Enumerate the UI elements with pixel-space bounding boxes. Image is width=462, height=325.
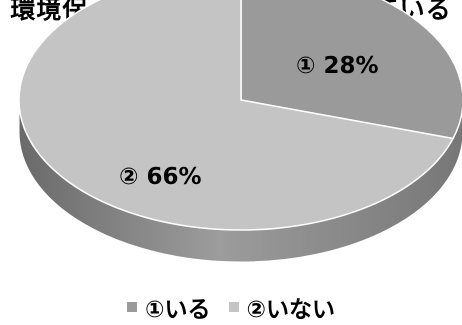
data-label-inai: ② 66% <box>119 164 202 190</box>
legend-swatch-inai <box>228 302 239 312</box>
legend: ①いる ②いない <box>0 290 462 324</box>
legend-label-iru: ①いる <box>145 297 211 323</box>
pie-chart: ① 28% ② 66% <box>18 0 462 263</box>
data-label-iru: ① 28% <box>296 53 379 79</box>
legend-entry-iru: ①いる <box>127 290 211 324</box>
legend-label-inai: ②いない <box>246 297 335 323</box>
legend-swatch-iru <box>127 302 138 312</box>
pie-slice-inai <box>18 0 455 231</box>
pie-slice-iru <box>240 0 462 140</box>
legend-entry-inai: ②いない <box>228 290 335 324</box>
